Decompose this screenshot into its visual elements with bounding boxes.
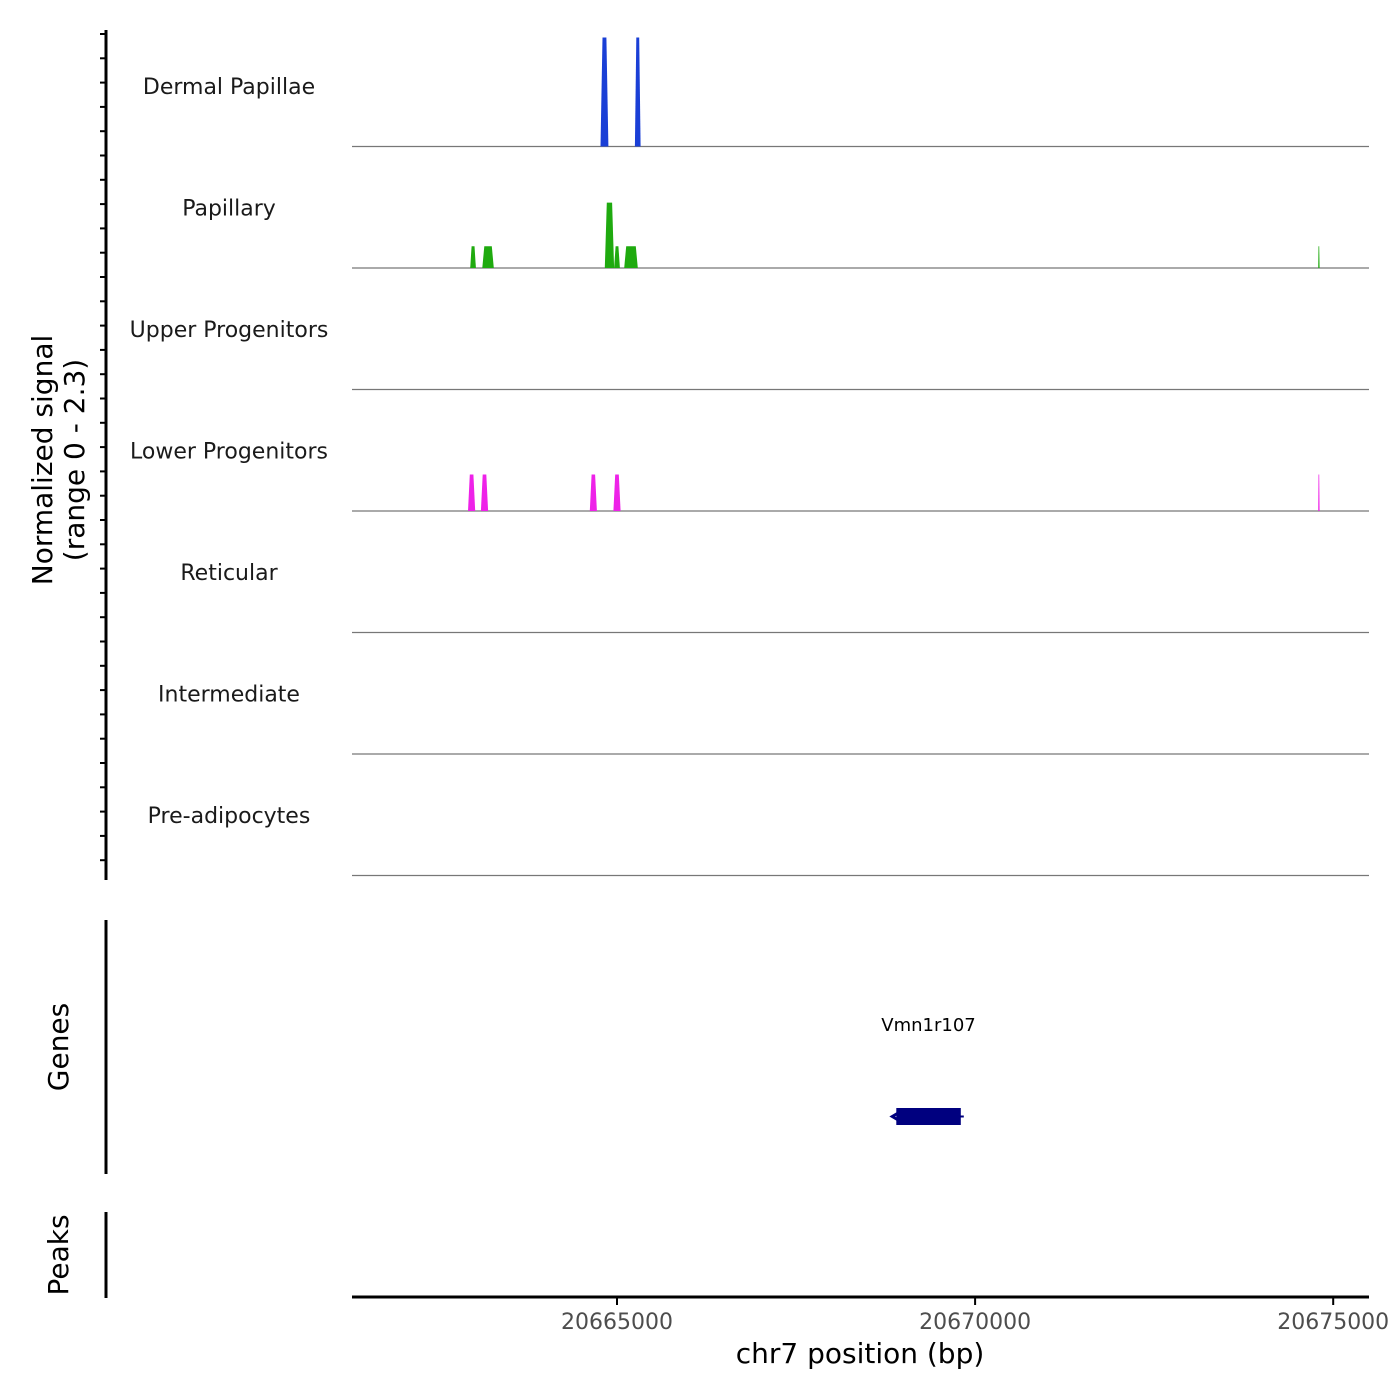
gene-vmn1r107: Vmn1r107 [881,1015,976,1125]
gene-name-label: Vmn1r107 [881,1015,975,1036]
track-label: Upper Progenitors [130,318,329,343]
y-axis-title-line1: Normalized signal [26,335,59,586]
track-lower-progenitors: Lower Progenitors [130,439,1369,512]
gene-annotations: Vmn1r107 [881,1015,976,1125]
y-axis-title-line2: (range 0 - 2.3) [58,359,91,561]
track-upper-progenitors: Upper Progenitors [130,318,1369,391]
track-papillary: Papillary [182,196,1369,269]
x-tick-label: 20670000 [919,1310,1031,1335]
x-tick-label: 20675000 [1277,1310,1389,1335]
strand-arrow [889,1108,905,1125]
track-label: Lower Progenitors [130,439,328,464]
track-label: Dermal Papillae [143,75,315,100]
track-label: Reticular [180,561,278,586]
coverage-peak [470,246,476,268]
coverage-peak [614,246,620,268]
x-axis-title: chr7 position (bp) [736,1337,985,1370]
peaks-panel-label: Peaks [42,1214,75,1295]
coverage-peak [1318,246,1320,268]
coverage-peak [604,202,615,268]
track-reticular: Reticular [180,561,1369,634]
x-tick-label: 20665000 [561,1310,673,1335]
gene-body [896,1108,961,1125]
x-axis-ticks: 20665000 20670000 20675000 [561,1297,1389,1335]
coverage-peak [482,246,494,268]
coverage-peak [613,474,621,511]
coverage-peak [600,37,609,147]
track-label: Intermediate [158,682,300,707]
track-label: Papillary [182,196,276,221]
coverage-peak [1318,474,1320,511]
genes-panel-label: Genes [42,1003,75,1091]
track-intermediate: Intermediate [158,682,1369,755]
track-dermal-papillae: Dermal Papillae [143,37,1369,148]
coverage-peak [624,246,638,268]
y-axis-title: Normalized signal (range 0 - 2.3) [26,335,91,586]
coverage-y-ticks [100,33,106,862]
coverage-peak [480,474,489,511]
track-label: Pre-adipocytes [148,804,311,829]
track-pre-adipocytes: Pre-adipocytes [148,804,1369,877]
coverage-peak [468,474,476,511]
coverage-tracks: Dermal Papillae Papillary Upper Progenitor… [130,37,1369,877]
coverage-peak [589,474,597,511]
coverage-peak [634,37,641,147]
